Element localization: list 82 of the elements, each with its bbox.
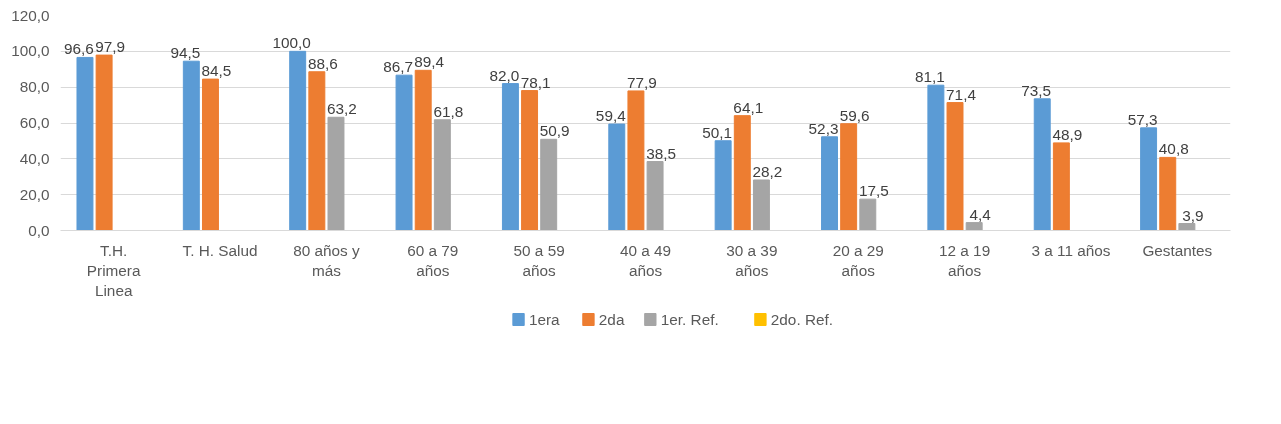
legend-label: 2do. Ref.: [770, 311, 834, 328]
bar: [840, 123, 858, 231]
bar: [965, 222, 983, 231]
bar: [752, 179, 770, 231]
data-label: 82,0: [489, 66, 520, 84]
data-label: 50,9: [539, 122, 570, 140]
x-tick-label: T. H. Salud: [182, 241, 258, 259]
x-tick-label: 20 a 29 años: [832, 241, 884, 279]
y-tick-label: 80,0: [19, 78, 50, 96]
bar: [540, 138, 558, 231]
data-label: 48,9: [1052, 125, 1083, 143]
x-tick-label: T.H. Primera Linea: [86, 241, 141, 300]
bar: [608, 123, 626, 231]
data-label: 94,5: [170, 44, 201, 62]
bar: [327, 116, 345, 231]
data-label: 73,5: [1021, 81, 1052, 99]
x-tick-label: 12 a 19 años: [939, 241, 991, 279]
bar: [414, 69, 432, 231]
bar: [1178, 223, 1196, 231]
data-label: 64,1: [733, 98, 764, 116]
data-label: 78,1: [520, 73, 551, 91]
data-label: 89,4: [414, 53, 445, 71]
data-label: 100,0: [272, 34, 311, 52]
x-tick-label: 3 a 11 años: [1031, 241, 1111, 259]
y-tick-label: 0,0: [28, 221, 50, 239]
bar: [501, 83, 519, 231]
bar: [627, 90, 645, 231]
bar: [182, 60, 200, 231]
bar: [1140, 127, 1158, 231]
data-label: 40,8: [1158, 140, 1189, 158]
data-label: 71,4: [946, 85, 977, 103]
bar: [395, 74, 413, 231]
data-label: 97,9: [95, 38, 126, 56]
bar: [521, 90, 539, 231]
data-label: 86,7: [383, 58, 413, 76]
data-label: 52,3: [808, 119, 839, 137]
x-tick-label: 60 a 79 años: [407, 241, 459, 279]
data-label: 59,4: [595, 107, 627, 125]
bar: [733, 115, 751, 231]
bar: [946, 102, 964, 231]
x-tick-label: Gestantes: [1142, 241, 1213, 259]
data-label: 96,6: [64, 40, 94, 58]
bar: [714, 140, 732, 231]
legend-label: 2da: [598, 311, 625, 328]
bar: [1159, 156, 1177, 231]
data-label: 17,5: [858, 182, 889, 200]
y-tick-label: 40,0: [19, 149, 50, 167]
y-tick-label: 60,0: [19, 114, 50, 131]
bar: [202, 78, 219, 231]
data-label: 77,9: [627, 73, 657, 91]
data-label: 28,2: [752, 162, 783, 180]
bar: [1052, 142, 1070, 231]
x-tick-label: 30 a 39 años: [726, 241, 778, 279]
bar: [76, 56, 94, 231]
x-tick-label: 50 a 59 años: [513, 241, 565, 279]
data-label: 3,9: [1182, 206, 1204, 224]
bar: [433, 119, 451, 231]
bar: [95, 54, 113, 231]
data-label: 61,8: [433, 102, 464, 120]
legend-label: 1er. Ref.: [660, 311, 719, 328]
x-tick-label: 40 a 49 años: [619, 241, 672, 279]
bar: [859, 198, 877, 231]
y-tick-label: 100,0: [11, 42, 50, 60]
x-tick-label: 80 años y más: [293, 241, 360, 279]
data-label: 57,3: [1127, 110, 1158, 128]
bar: [927, 84, 945, 231]
bar: [1033, 98, 1051, 231]
data-label: 4,4: [969, 205, 992, 223]
data-label: 63,2: [327, 100, 357, 118]
bar: [289, 50, 307, 231]
data-label: 38,5: [646, 144, 676, 162]
data-label: 50,1: [702, 123, 733, 141]
bar: [646, 161, 664, 231]
y-tick-label: 20,0: [19, 185, 50, 203]
y-tick-label: 120,0: [11, 6, 50, 24]
data-label: 88,6: [307, 54, 338, 72]
legend-label: 1era: [528, 311, 561, 328]
bar: [821, 136, 838, 231]
data-label: 84,5: [201, 62, 232, 80]
data-label: 59,6: [839, 106, 870, 124]
bar: [308, 71, 326, 231]
data-label: 81,1: [914, 68, 945, 86]
